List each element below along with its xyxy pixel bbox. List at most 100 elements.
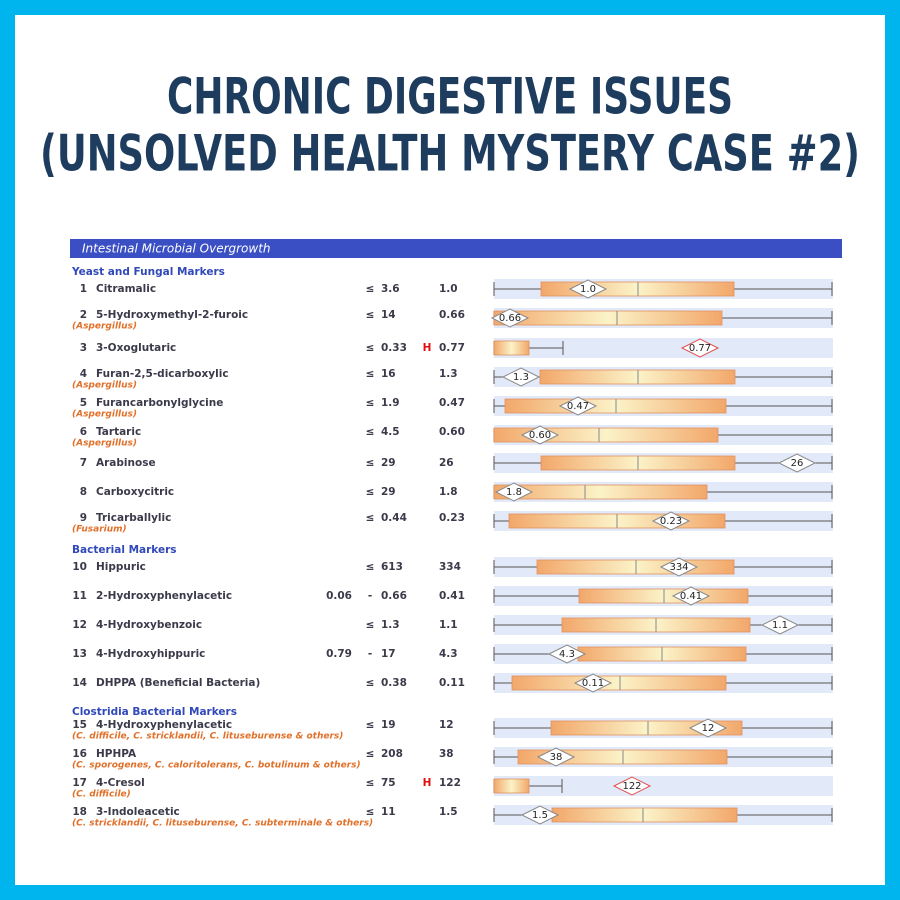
value-marker (568, 279, 608, 299)
marker-label: 334 (669, 562, 688, 573)
ref-symbol: ≤ (366, 619, 375, 631)
range-band (494, 338, 833, 358)
row-number: 15 (72, 719, 87, 731)
ref-symbol: ≤ (366, 806, 375, 818)
value-marker (671, 586, 711, 606)
value-marker (494, 482, 534, 502)
value: 38 (439, 748, 454, 760)
row-number: 11 (72, 590, 87, 602)
marker-label: 1.3 (513, 372, 529, 383)
row-number: 17 (72, 777, 87, 789)
ref-high: 0.33 (381, 342, 407, 354)
value: 1.5 (439, 806, 458, 818)
section-title: Intestinal Microbial Overgrowth (82, 242, 271, 256)
ref-symbol: ≤ (366, 677, 375, 689)
value: 334 (439, 561, 461, 573)
title-line: (UNSOLVED HEALTH MYSTERY CASE #2) (40, 125, 860, 183)
range-band (494, 776, 833, 796)
marker-label: 4.3 (559, 649, 575, 660)
value: 1.3 (439, 368, 458, 380)
marker-label: 0.77 (689, 343, 711, 354)
value: 12 (439, 719, 454, 731)
marker-label: 38 (550, 752, 563, 763)
analyte-name: 4-Cresol (96, 777, 145, 789)
organism: (Aspergillus) (72, 381, 137, 391)
value: 1.1 (439, 619, 458, 631)
ref-symbol: ≤ (366, 777, 375, 789)
analyte-name: 4-Hydroxyphenylacetic (96, 719, 232, 731)
analyte-name: 5-Hydroxymethyl-2-furoic (96, 309, 248, 321)
flag: H (423, 777, 432, 789)
row-number: 12 (72, 619, 87, 631)
organism: (C. difficile, C. stricklandii, C. litus… (72, 732, 343, 742)
ref-symbol: - (368, 648, 372, 660)
marker-label: 1.1 (772, 620, 788, 631)
row-number: 10 (72, 561, 87, 573)
ref-symbol: ≤ (366, 561, 375, 573)
ref-symbol: ≤ (366, 486, 375, 498)
value: 4.3 (439, 648, 458, 660)
section-bar (70, 239, 842, 258)
analyte-name: Hippuric (96, 561, 146, 573)
row-number: 8 (80, 486, 87, 498)
ref-low: 0.79 (326, 648, 352, 660)
ref-high: 29 (381, 457, 396, 469)
range-box (493, 778, 530, 794)
ref-symbol: ≤ (366, 512, 375, 524)
ref-high: 29 (381, 486, 396, 498)
organism: (Aspergillus) (72, 410, 137, 420)
group-title: Clostridia Bacterial Markers (72, 706, 237, 718)
marker-label: 1.8 (506, 487, 522, 498)
analyte-name: DHPPA (Beneficial Bacteria) (96, 677, 260, 689)
row-number: 2 (80, 309, 87, 321)
row-number: 18 (72, 806, 87, 818)
ref-symbol: - (368, 590, 372, 602)
value-marker (536, 747, 576, 767)
value-marker (501, 367, 541, 387)
marker-label: 1.5 (532, 810, 548, 821)
ref-symbol: ≤ (366, 397, 375, 409)
value-marker (777, 453, 817, 473)
value-marker (520, 805, 560, 825)
analyte-name: HPHPA (96, 748, 137, 760)
ref-high: 11 (381, 806, 396, 818)
marker-label: 0.60 (529, 430, 551, 441)
value-marker (680, 338, 720, 358)
organism: (Aspergillus) (72, 439, 137, 449)
value-marker (688, 718, 728, 738)
analyte-name: Furancarbonylglycine (96, 397, 223, 409)
value: 0.11 (439, 677, 465, 689)
value-marker (612, 776, 652, 796)
row-number: 13 (72, 648, 87, 660)
ref-symbol: ≤ (366, 309, 375, 321)
analyte-name: Furan-2,5-dicarboxylic (96, 368, 229, 380)
marker-label: 0.41 (680, 591, 702, 602)
group-title: Bacterial Markers (72, 544, 177, 556)
ref-high: 1.9 (381, 397, 400, 409)
ref-high: 208 (381, 748, 403, 760)
marker-label: 122 (622, 781, 641, 792)
ref-symbol: ≤ (366, 368, 375, 380)
row-number: 16 (72, 748, 87, 760)
value-marker (651, 511, 691, 531)
flag: H (423, 342, 432, 354)
organism: (Aspergillus) (72, 322, 137, 332)
ref-symbol: ≤ (366, 426, 375, 438)
range-box (511, 675, 727, 691)
marker-label: 12 (702, 723, 715, 734)
value: 26 (439, 457, 454, 469)
value-marker (573, 673, 613, 693)
analyte-name: Arabinose (96, 457, 156, 469)
range-box (493, 340, 530, 356)
group-title: Yeast and Fungal Markers (71, 266, 225, 278)
ref-high: 16 (381, 368, 396, 380)
value: 1.0 (439, 283, 458, 295)
marker-label: 1.0 (580, 284, 596, 295)
analyte-name: 4-Hydroxyhippuric (96, 648, 205, 660)
title-line: CHRONIC DIGESTIVE ISSUES (167, 68, 733, 126)
ref-high: 0.44 (381, 512, 407, 524)
ref-symbol: ≤ (366, 457, 375, 469)
row-number: 1 (80, 283, 87, 295)
organism: (C. stricklandii, C. lituseburense, C. s… (72, 819, 373, 829)
